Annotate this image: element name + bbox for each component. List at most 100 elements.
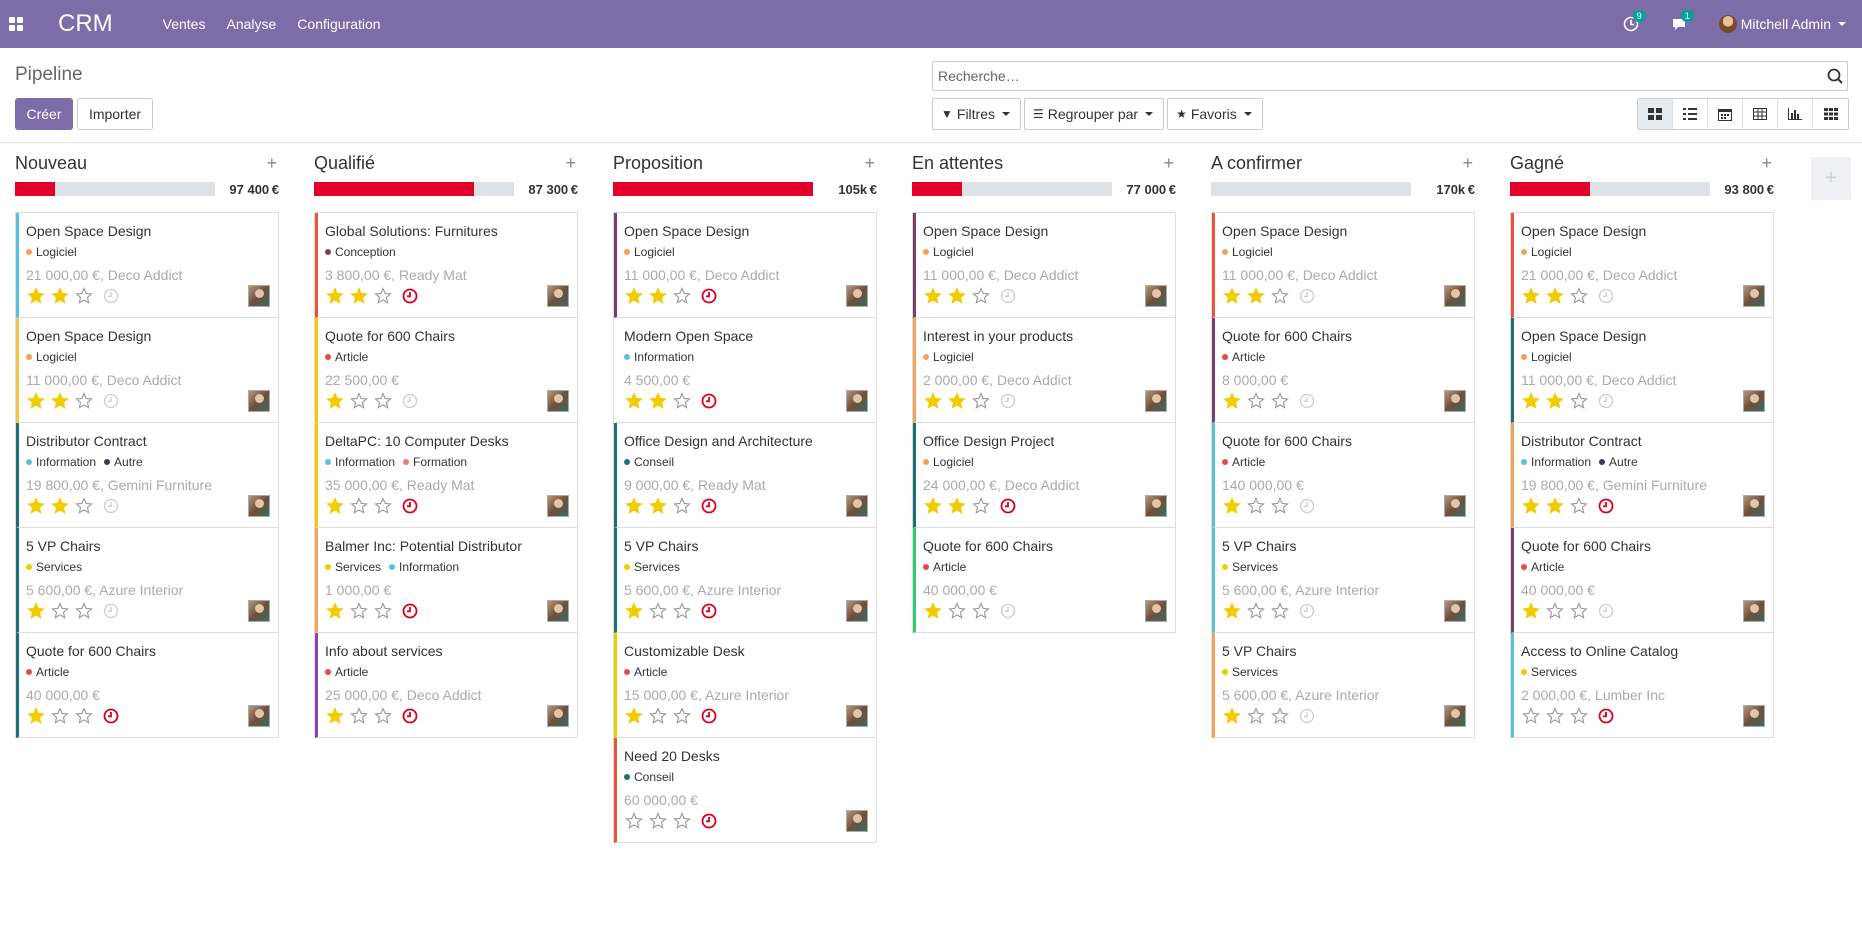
star-icon[interactable] [672, 812, 692, 830]
activity-clock-icon[interactable] [402, 393, 418, 409]
lead-card[interactable]: Access to Online Catalog Services 2 000,00… [1511, 633, 1773, 738]
star-icon[interactable] [947, 497, 967, 515]
star-icon[interactable] [1222, 392, 1242, 410]
star-icon[interactable] [1246, 707, 1266, 725]
star-icon[interactable] [624, 392, 644, 410]
lead-card[interactable]: Modern Open Space Information 4 500,00 € [614, 318, 876, 423]
star-icon[interactable] [74, 497, 94, 515]
star-icon[interactable] [1521, 287, 1541, 305]
star-icon[interactable] [50, 602, 70, 620]
star-icon[interactable] [624, 812, 644, 830]
lead-card[interactable]: 5 VP Chairs Services 5 600,00 €, Azure Int… [16, 528, 278, 633]
lead-card[interactable]: Quote for 600 Chairs Article 140 000,00 € [1212, 423, 1474, 528]
lead-card[interactable]: Global Solutions: Furnitures Conception 3 … [315, 213, 577, 318]
menu-configuration[interactable]: Configuration [297, 16, 381, 32]
salesperson-avatar[interactable] [1743, 390, 1765, 412]
lead-card[interactable]: Quote for 600 Chairs Article 40 000,00 € [16, 633, 278, 738]
star-icon[interactable] [50, 287, 70, 305]
activity-clock-icon[interactable] [1299, 288, 1315, 304]
star-icon[interactable] [1222, 497, 1242, 515]
star-icon[interactable] [971, 602, 991, 620]
star-icon[interactable] [1521, 497, 1541, 515]
star-icon[interactable] [1545, 707, 1565, 725]
salesperson-avatar[interactable] [846, 810, 868, 832]
salesperson-avatar[interactable] [846, 390, 868, 412]
group-by-button[interactable]: ☰ Regrouper par [1024, 98, 1165, 130]
star-icon[interactable] [1246, 392, 1266, 410]
lead-card[interactable]: Quote for 600 Chairs Article 40 000,00 € [913, 528, 1175, 633]
kanban-view-button[interactable] [1638, 99, 1673, 129]
activity-clock-icon[interactable] [1299, 393, 1315, 409]
star-icon[interactable] [373, 707, 393, 725]
star-icon[interactable] [373, 602, 393, 620]
star-icon[interactable] [26, 602, 46, 620]
star-icon[interactable] [648, 392, 668, 410]
activity-clock-icon[interactable] [1299, 708, 1315, 724]
star-icon[interactable] [325, 707, 345, 725]
column-add-icon[interactable]: + [266, 153, 277, 173]
progress-bar[interactable] [1510, 182, 1710, 196]
progress-bar[interactable] [912, 182, 1112, 196]
star-icon[interactable] [947, 602, 967, 620]
star-icon[interactable] [349, 497, 369, 515]
lead-card[interactable]: Open Space Design Logiciel 21 000,00 €, De… [1511, 213, 1773, 318]
lead-card[interactable]: Distributor Contract Information Autre 19 8… [1511, 423, 1773, 528]
salesperson-avatar[interactable] [846, 495, 868, 517]
lead-card[interactable]: Distributor Contract Information Autre 19 8… [16, 423, 278, 528]
star-icon[interactable] [672, 602, 692, 620]
star-icon[interactable] [1521, 602, 1541, 620]
salesperson-avatar[interactable] [846, 600, 868, 622]
salesperson-avatar[interactable] [547, 390, 569, 412]
list-view-button[interactable] [1673, 99, 1708, 129]
lead-card[interactable]: Customizable Desk Article 15 000,00 €, Azu… [614, 633, 876, 738]
star-icon[interactable] [923, 497, 943, 515]
star-icon[interactable] [1246, 602, 1266, 620]
activity-clock-icon[interactable] [402, 288, 418, 304]
activity-clock-icon[interactable] [1299, 498, 1315, 514]
create-button[interactable]: Créer [15, 98, 73, 130]
progress-bar[interactable] [1211, 182, 1411, 196]
column-add-icon[interactable]: + [1761, 153, 1772, 173]
menu-ventes[interactable]: Ventes [162, 16, 206, 32]
activity-clock-icon[interactable] [103, 498, 119, 514]
lead-card[interactable]: Office Design Project Logiciel 24 000,00 €… [913, 423, 1175, 528]
activity-clock-icon[interactable] [1598, 498, 1614, 514]
activity-clock-icon[interactable] [1000, 393, 1016, 409]
star-icon[interactable] [1545, 497, 1565, 515]
star-icon[interactable] [1569, 497, 1589, 515]
activity-clock-icon[interactable] [701, 498, 717, 514]
graph-view-button[interactable] [1778, 99, 1813, 129]
star-icon[interactable] [1246, 497, 1266, 515]
lead-card[interactable]: Open Space Design Logiciel 11 000,00 €, De… [1212, 213, 1474, 318]
star-icon[interactable] [672, 497, 692, 515]
activity-clock-icon[interactable] [103, 708, 119, 724]
salesperson-avatar[interactable] [1145, 600, 1167, 622]
star-icon[interactable] [672, 392, 692, 410]
activity-clock-icon[interactable] [1299, 603, 1315, 619]
activity-clock-icon[interactable] [402, 498, 418, 514]
star-icon[interactable] [349, 392, 369, 410]
star-icon[interactable] [26, 287, 46, 305]
star-icon[interactable] [1222, 287, 1242, 305]
star-icon[interactable] [1545, 287, 1565, 305]
salesperson-avatar[interactable] [248, 495, 270, 517]
salesperson-avatar[interactable] [248, 705, 270, 727]
salesperson-avatar[interactable] [547, 285, 569, 307]
star-icon[interactable] [1569, 707, 1589, 725]
progress-bar[interactable] [613, 182, 813, 196]
salesperson-avatar[interactable] [1444, 495, 1466, 517]
star-icon[interactable] [26, 707, 46, 725]
filters-button[interactable]: ▼ Filtres [932, 98, 1022, 130]
salesperson-avatar[interactable] [547, 705, 569, 727]
search-input[interactable] [933, 63, 1823, 89]
salesperson-avatar[interactable] [1743, 600, 1765, 622]
salesperson-avatar[interactable] [1145, 285, 1167, 307]
salesperson-avatar[interactable] [1444, 705, 1466, 727]
lead-card[interactable]: 5 VP Chairs Services 5 600,00 €, Azure Int… [1212, 528, 1474, 633]
menu-analyse[interactable]: Analyse [226, 16, 277, 32]
star-icon[interactable] [325, 392, 345, 410]
salesperson-avatar[interactable] [1145, 495, 1167, 517]
activity-clock-icon[interactable] [701, 813, 717, 829]
star-icon[interactable] [624, 497, 644, 515]
activity-clock-icon[interactable] [701, 288, 717, 304]
